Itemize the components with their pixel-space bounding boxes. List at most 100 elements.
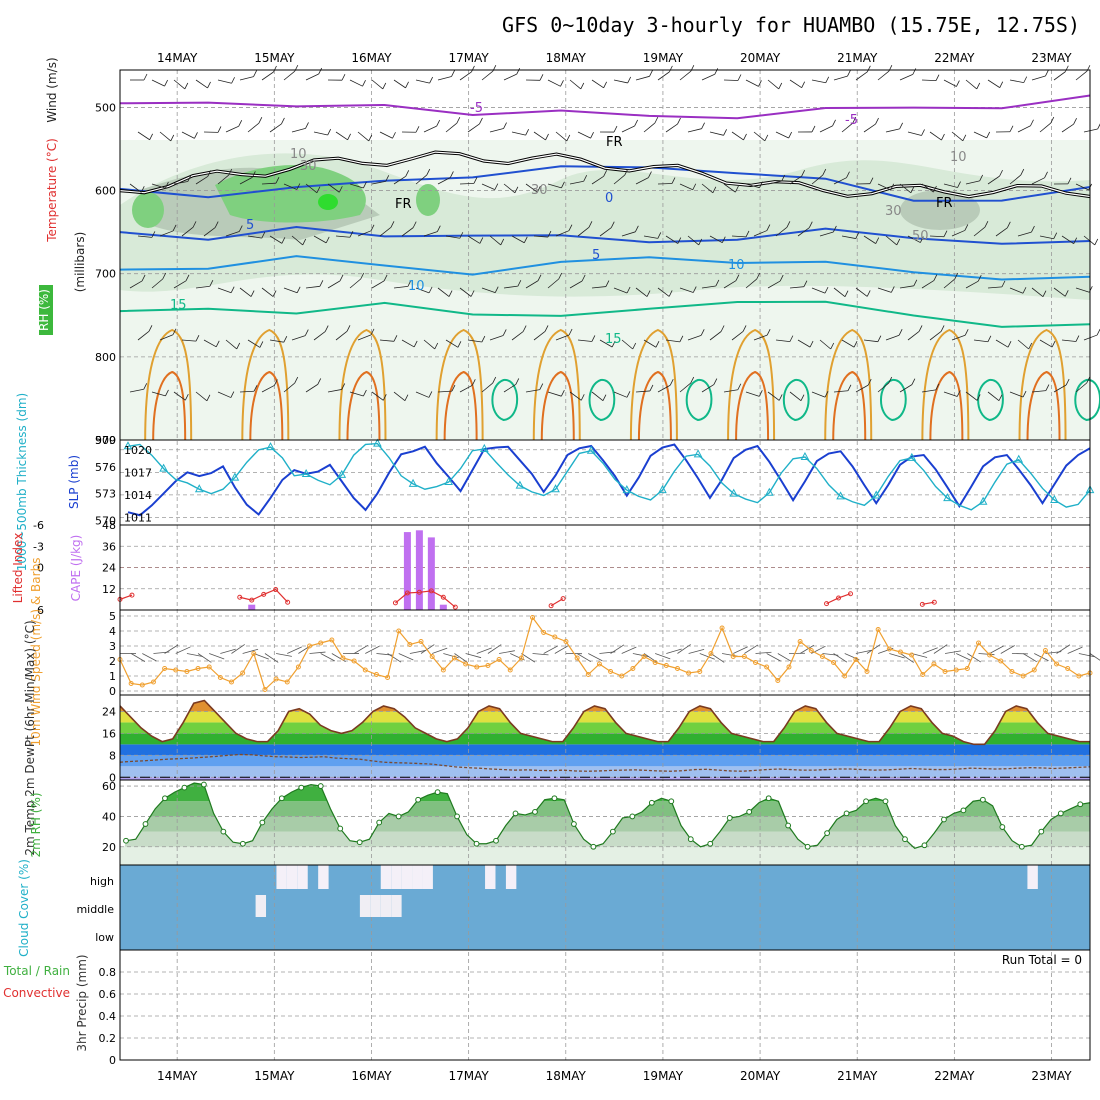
wind-barb: [956, 390, 961, 397]
isotherm-hot: [346, 370, 381, 441]
wind-marker: [563, 639, 569, 644]
wind-barb: [866, 290, 871, 297]
run-total-label: Run Total = 0: [1002, 953, 1082, 967]
wind-barb: [525, 128, 529, 136]
wind-barb: [654, 116, 659, 124]
wind-barb: [316, 186, 321, 193]
rh2m-marker: [785, 822, 792, 829]
wind-barb: [181, 227, 194, 237]
wind-marker: [786, 664, 792, 670]
wind-barb: [943, 278, 955, 289]
wind-barb: [459, 384, 473, 393]
wind-barb: [709, 331, 722, 341]
rh2m-marker: [979, 796, 986, 803]
y-tick-label: 20: [102, 841, 116, 854]
li-marker: [560, 596, 566, 602]
cloud-mid-bar: [359, 895, 371, 917]
wind-barb: [635, 287, 648, 297]
wind-barb: [822, 168, 827, 176]
wind-barb: [989, 645, 1004, 654]
wind-marker: [228, 679, 234, 685]
wind-marker: [875, 627, 881, 632]
wind-barb: [272, 290, 277, 297]
wind-barb: [655, 653, 671, 660]
wind-barb: [588, 653, 603, 662]
wind-marker: [139, 682, 145, 688]
wind-barb: [921, 389, 936, 393]
wind-barb: [481, 382, 494, 393]
wind-barb: [743, 133, 747, 141]
wind-barb: [393, 391, 406, 402]
wind-marker: [942, 669, 948, 674]
wind-barb: [335, 331, 348, 341]
thickness-marker: [943, 493, 952, 502]
isotherm-5: [119, 225, 1091, 245]
thickness-marker: [551, 484, 560, 493]
wind-barb: [801, 170, 805, 177]
wind-barb: [543, 645, 558, 654]
wind-barb: [1097, 123, 1100, 130]
y-tick-label: 0: [109, 1054, 116, 1067]
wind-barb: [413, 340, 418, 348]
y-tick-label-right: 24: [102, 562, 116, 575]
wind-barb: [465, 653, 482, 659]
wind-barb: [929, 131, 942, 141]
li-marker: [824, 601, 830, 607]
wind-barb: [811, 174, 824, 185]
wind-barb: [510, 653, 525, 661]
wind-barb: [986, 131, 991, 139]
wind-marker: [842, 673, 848, 679]
wind-barb: [339, 274, 344, 282]
wind-marker: [195, 666, 201, 671]
wind-barb: [976, 82, 981, 90]
wind-barb: [470, 290, 475, 297]
wind-marker: [608, 669, 614, 674]
y-axis-label: Temperature (°C): [45, 138, 59, 243]
wind-barb: [140, 186, 145, 193]
wind-barb: [744, 644, 759, 654]
wind-barb: [677, 644, 691, 654]
wind-barb: [723, 129, 727, 136]
wind-barb: [362, 80, 366, 87]
wind-barb: [341, 73, 346, 81]
wind-barb: [723, 183, 736, 193]
wind-barb: [789, 286, 804, 289]
y-tick-label: 579: [95, 434, 116, 447]
y-tick-label: 0.6: [99, 988, 117, 1001]
thickness-marker: [373, 438, 382, 447]
wind-barb: [137, 131, 150, 141]
wind-barb: [627, 76, 632, 84]
rh2m-marker: [668, 798, 675, 805]
wind-barb: [547, 278, 559, 289]
rh2m-marker: [1038, 828, 1045, 835]
rh2m-marker: [999, 824, 1006, 830]
wind-barb: [797, 339, 811, 348]
wind-barb: [755, 651, 772, 654]
wind-barb: [467, 123, 480, 133]
wind-barb: [731, 131, 744, 141]
wind-barb: [973, 226, 986, 237]
cloud-high-bar: [276, 865, 287, 889]
wind-barb: [393, 176, 406, 185]
wind-marker: [953, 667, 959, 673]
temp-band: [120, 722, 1090, 734]
wind-barb: [239, 177, 253, 185]
wind-barb: [723, 389, 738, 393]
wind-barb: [922, 647, 938, 654]
wind-marker: [619, 673, 625, 679]
wind-barb: [789, 335, 794, 342]
wind-barb: [214, 221, 219, 228]
wind-barb: [648, 171, 652, 178]
wind-barb: [151, 391, 166, 397]
rh2m-marker: [941, 816, 947, 823]
wind-barb: [1051, 340, 1056, 348]
wind-barb: [621, 339, 633, 350]
wind-barb: [833, 75, 848, 81]
wind-barb: [165, 181, 169, 189]
wind-barb: [995, 227, 1008, 237]
wind-barb: [228, 168, 233, 176]
cloud-high-bar: [422, 865, 433, 889]
y-axis-label: RH (%): [37, 289, 51, 331]
wind-barb: [423, 231, 438, 237]
wind-barb: [964, 329, 969, 336]
